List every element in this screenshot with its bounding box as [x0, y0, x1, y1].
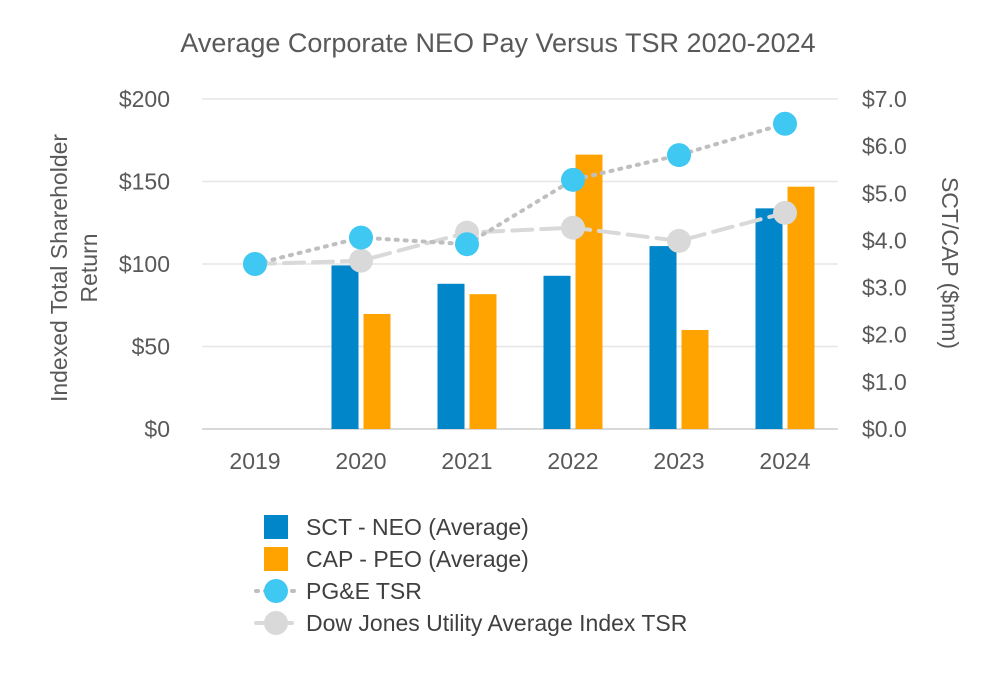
right-tick-label: $0.0 — [862, 416, 907, 442]
left-axis-ticks: $0 $50 $100 $150 $200 — [119, 86, 170, 442]
series-marker — [349, 248, 373, 273]
right-tick-label: $4.0 — [862, 227, 907, 253]
legend-label: SCT - NEO (Average) — [306, 514, 529, 540]
legend-label: Dow Jones Utility Average Index TSR — [306, 610, 687, 636]
series-marker — [561, 215, 585, 240]
series-marker — [667, 143, 691, 168]
legend-swatch — [264, 547, 288, 571]
bars — [331, 154, 815, 429]
left-tick-label: $100 — [119, 251, 170, 277]
series-marker — [667, 228, 691, 253]
legend-label: PG&E TSR — [306, 578, 422, 604]
right-tick-label: $5.0 — [862, 180, 907, 206]
legend: SCT - NEO (Average) CAP - PEO (Average) PG… — [254, 514, 687, 636]
right-tick-label: $7.0 — [862, 86, 907, 112]
left-tick-label: $200 — [119, 86, 170, 112]
left-tick-label: $0 — [144, 416, 170, 442]
right-tick-label: $2.0 — [862, 322, 907, 348]
legend-label: CAP - PEO (Average) — [306, 546, 529, 572]
bar-1 — [363, 313, 391, 429]
right-axis-title: SCT/CAP ($mm) — [937, 177, 963, 349]
right-axis-ticks: $0.0 $1.0 $2.0 $3.0 $4.0 $5.0 $6.0 $7.0 — [862, 86, 907, 442]
x-tick-label: 2021 — [441, 448, 492, 474]
x-tick-label: 2023 — [653, 448, 704, 474]
x-axis-ticks: 2019 2020 2021 2022 2023 2024 — [229, 448, 810, 474]
series-marker — [561, 167, 585, 192]
series-line — [253, 121, 787, 266]
right-tick-label: $6.0 — [862, 133, 907, 159]
legend-swatch — [264, 515, 288, 539]
series-lines — [253, 121, 787, 266]
x-tick-label: 2022 — [547, 448, 598, 474]
x-tick-label: 2024 — [759, 448, 810, 474]
series-markers — [243, 111, 797, 276]
chart-title: Average Corporate NEO Pay Versus TSR 202… — [180, 28, 815, 58]
legend-marker — [264, 611, 288, 635]
left-axis-title-line2: Return — [76, 233, 102, 302]
x-tick-label: 2020 — [335, 448, 386, 474]
series-marker — [349, 225, 373, 250]
legend-marker — [264, 579, 288, 603]
bar-0 — [543, 275, 571, 429]
bar-0 — [649, 246, 677, 429]
bar-0 — [755, 208, 783, 429]
series-marker — [455, 232, 479, 257]
gridlines — [202, 98, 838, 430]
bar-1 — [681, 330, 709, 429]
right-tick-label: $3.0 — [862, 275, 907, 301]
bar-0 — [331, 265, 359, 429]
series-marker — [773, 200, 797, 225]
right-tick-label: $1.0 — [862, 369, 907, 395]
bar-1 — [787, 186, 815, 429]
bar-1 — [469, 294, 497, 429]
series-marker — [773, 111, 797, 136]
series-marker — [243, 252, 267, 276]
left-tick-label: $150 — [119, 169, 170, 195]
bar-1 — [575, 154, 603, 429]
left-tick-label: $50 — [132, 334, 170, 360]
left-axis-title-line1: Indexed Total Shareholder — [46, 134, 72, 402]
bar-0 — [437, 283, 465, 429]
series-line — [253, 210, 787, 266]
x-tick-label: 2019 — [229, 448, 280, 474]
